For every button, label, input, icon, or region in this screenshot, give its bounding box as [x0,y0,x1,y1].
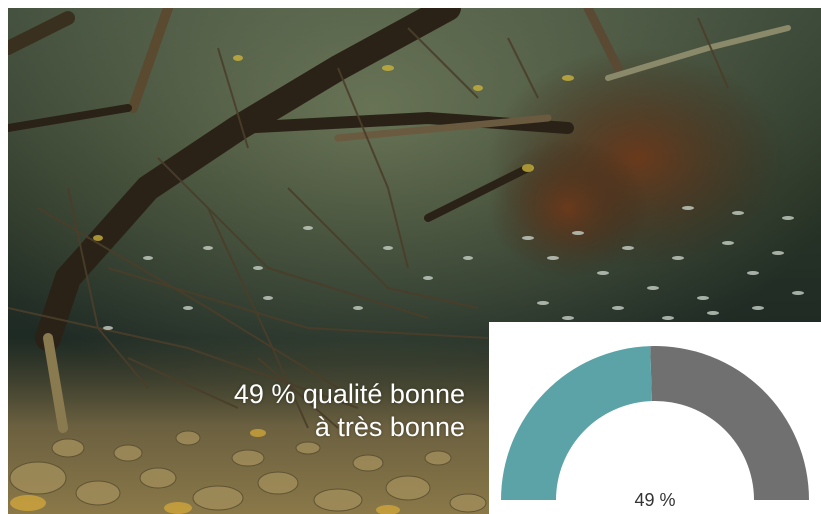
caption-line-1: 49 % qualité bonne [233,379,465,409]
caption-line-2: à très bonne [314,412,465,442]
gauge-chart-panel: 49 % [489,322,821,514]
quality-caption: 49 % qualité bonne à très bonne [165,378,465,444]
underwater-scene [8,8,821,514]
underwater-river-photo [8,8,821,514]
gauge-remaining-arc [650,346,809,500]
gauge-filled-arc [501,346,652,500]
gauge-chart [501,346,809,500]
gauge-value-label: 49 % [634,490,676,510]
